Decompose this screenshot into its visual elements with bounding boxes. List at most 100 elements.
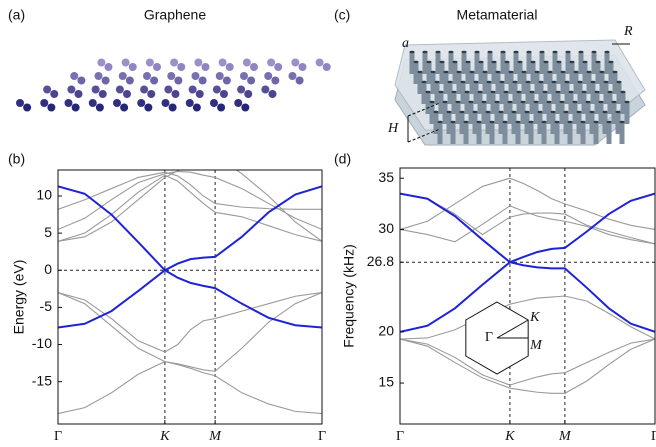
atom xyxy=(47,103,56,112)
atom xyxy=(50,90,59,98)
atom xyxy=(174,76,183,85)
cylinder xyxy=(438,92,444,114)
band-line xyxy=(400,295,655,340)
atom xyxy=(16,99,24,107)
cylinder xyxy=(528,122,534,144)
cylinder xyxy=(599,72,605,94)
atom xyxy=(121,58,130,67)
cylinder xyxy=(550,112,556,134)
panel-label: (b) xyxy=(8,151,25,167)
metamaterial-illustration xyxy=(394,39,646,146)
cylinder-top xyxy=(607,90,613,94)
cylinder xyxy=(486,82,492,104)
cylinder xyxy=(512,82,518,104)
cylinder-top xyxy=(447,80,453,84)
cylinder-top xyxy=(530,60,536,64)
atom xyxy=(241,103,250,112)
atom xyxy=(291,58,300,67)
atom xyxy=(95,103,104,112)
y-tick-label: -10 xyxy=(32,335,52,351)
y-tick-label: 20 xyxy=(378,323,394,339)
y-axis-label: Energy (eV) xyxy=(11,260,27,335)
cylinder xyxy=(499,82,505,104)
cylinder-top xyxy=(591,50,597,54)
cylinder-top xyxy=(529,90,535,94)
atom xyxy=(198,76,207,85)
cylinder xyxy=(608,62,614,84)
cylinder xyxy=(572,102,578,124)
atom xyxy=(152,63,161,71)
cylinder-top xyxy=(443,70,449,74)
cylinder xyxy=(460,82,466,104)
band-line xyxy=(400,192,655,264)
cylinder xyxy=(448,52,454,74)
cylinder-top xyxy=(541,120,547,124)
cylinder xyxy=(491,62,497,84)
atom xyxy=(237,85,246,94)
y-tick-label: 0 xyxy=(44,261,52,277)
cylinder xyxy=(569,62,575,84)
cylinder xyxy=(555,92,561,114)
cylinder xyxy=(589,112,595,134)
atom xyxy=(271,76,280,85)
x-tick-label: K xyxy=(504,429,515,444)
atom xyxy=(288,72,297,80)
atom xyxy=(222,76,231,85)
atom xyxy=(115,85,124,94)
cylinder-top xyxy=(461,50,467,54)
cylinder xyxy=(433,112,439,134)
cylinder-top xyxy=(435,50,441,54)
cylinder-top xyxy=(552,50,558,54)
atom xyxy=(295,76,304,85)
dimension-label: R xyxy=(623,24,633,39)
cylinder xyxy=(563,112,569,134)
cylinder-top xyxy=(624,100,630,104)
graphene-illustration xyxy=(16,58,331,112)
atom xyxy=(128,63,137,71)
cylinder xyxy=(577,82,583,104)
atom xyxy=(120,103,129,112)
y-tick-label: 35 xyxy=(378,169,394,185)
atom xyxy=(64,99,73,107)
cylinder-top xyxy=(517,60,523,64)
cylinder xyxy=(615,112,621,134)
cylinder xyxy=(576,112,582,134)
cylinder-top xyxy=(433,110,439,114)
cylinder-top xyxy=(460,80,466,84)
atom xyxy=(267,58,276,67)
x-tick-label: Γ xyxy=(396,429,404,444)
cylinder-top xyxy=(469,70,475,74)
atom xyxy=(322,63,331,71)
cylinder-top xyxy=(442,100,448,104)
atom xyxy=(67,85,76,94)
cylinder xyxy=(503,92,509,114)
cylinder xyxy=(607,92,613,114)
cylinder-top xyxy=(604,50,610,54)
cylinder-top xyxy=(538,80,544,84)
cylinder-top xyxy=(495,70,501,74)
atom xyxy=(195,90,204,98)
cylinder-top xyxy=(586,70,592,74)
cylinder-top xyxy=(589,110,595,114)
cylinder-top xyxy=(577,80,583,84)
cylinder xyxy=(455,102,461,124)
cylinder xyxy=(620,92,626,114)
cylinder xyxy=(463,122,469,144)
cylinder-top xyxy=(569,60,575,64)
panel-label: (c) xyxy=(334,7,350,23)
cylinder xyxy=(472,112,478,134)
y-tick-label: 26.8 xyxy=(367,253,394,269)
cylinder-top xyxy=(546,100,552,104)
cylinder-top xyxy=(459,110,465,114)
cylinder-top xyxy=(534,70,540,74)
cylinder-top xyxy=(598,100,604,104)
cylinder-top xyxy=(434,80,440,84)
cylinder xyxy=(603,82,609,104)
cylinder-top xyxy=(525,80,531,84)
cylinder-top xyxy=(563,110,569,114)
cylinder-top xyxy=(481,100,487,104)
cylinder-top xyxy=(528,120,534,124)
band-line xyxy=(58,292,322,372)
y-axis-label: Frequency (kHz) xyxy=(341,244,357,347)
cylinder xyxy=(435,52,441,74)
